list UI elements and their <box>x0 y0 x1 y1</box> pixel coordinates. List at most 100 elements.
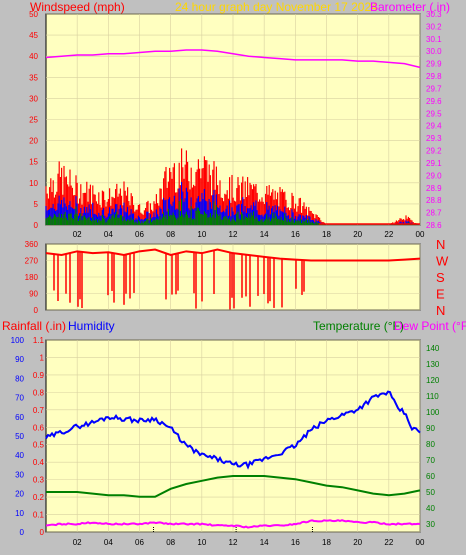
tick-label: 50 <box>426 488 435 497</box>
tick-label: 1.1 <box>33 336 45 345</box>
tick-label: 180 <box>25 273 39 282</box>
tick-label: 140 <box>426 344 440 353</box>
tick-label: 0.8 <box>33 388 45 397</box>
tick-label: 45 <box>29 31 38 40</box>
humidity-y-axis: 0 10 20 30 40 50 60 70 80 90 100 <box>11 336 25 537</box>
tick-label: 20 <box>29 137 38 146</box>
tick-label: 130 <box>426 360 440 369</box>
tick-label: 28.8 <box>426 196 442 205</box>
compass-n-label: N <box>436 237 445 252</box>
tick-label: 14 <box>260 538 269 547</box>
tick-label: 29.7 <box>426 84 442 93</box>
tick-label: 15 <box>29 158 38 167</box>
compass-w-label: W <box>436 254 449 269</box>
direction-y-axis: 0 90 180 270 360 <box>25 240 39 315</box>
tick-label: 60 <box>15 413 24 422</box>
tick-label: 0 <box>20 528 25 537</box>
rainfall-label: Rainfall (.in) <box>2 319 66 333</box>
temperature-y-axis: 30 40 50 60 70 80 90 100 110 120 130 140 <box>426 344 440 529</box>
barometer-label: Barometer (.in) <box>370 0 450 14</box>
tick-label: 60 <box>426 472 435 481</box>
tick-label: 02 <box>73 538 82 547</box>
dewpoint-label: Dew Point (°F) <box>394 319 466 333</box>
tick-label: 29.1 <box>426 159 442 168</box>
tick-label: 28.7 <box>426 209 442 218</box>
wind-y-axis: 0 5 10 15 20 25 30 35 40 45 50 <box>29 10 38 230</box>
tick-label: 29.3 <box>426 134 442 143</box>
tick-label: 35 <box>29 73 38 82</box>
tick-label: 110 <box>426 392 439 401</box>
temperature-label: Temperature (°F) <box>313 319 404 333</box>
tick-label: 0 <box>34 306 39 315</box>
tick-label: 29.8 <box>426 72 442 81</box>
tick-label: 40 <box>426 504 435 513</box>
tick-label: 0.1 <box>33 511 45 520</box>
temperature-line <box>46 475 421 498</box>
wind-series <box>45 148 420 225</box>
tick-label: 29.0 <box>426 171 442 180</box>
tick-label: 0.9 <box>33 371 45 380</box>
tick-label: 90 <box>426 424 435 433</box>
tick-label: 04 <box>104 230 113 239</box>
rainfall-series <box>153 526 313 532</box>
tick-label: 06 <box>135 538 144 547</box>
tick-label: 5 <box>34 200 39 209</box>
tick-label: 22 <box>384 230 393 239</box>
tick-label: 29.6 <box>426 97 442 106</box>
tick-label: 40 <box>15 451 24 460</box>
tick-label: 30.3 <box>426 10 442 19</box>
tick-label: 29.2 <box>426 147 442 156</box>
tick-label: 90 <box>29 290 38 299</box>
tick-label: 00 <box>416 538 425 547</box>
tick-label: 16 <box>291 538 300 547</box>
tick-label: 80 <box>15 374 24 383</box>
tick-label: 10 <box>197 230 206 239</box>
temp-x-axis: 02 04 06 08 10 12 14 16 18 20 22 00 <box>73 538 425 547</box>
tick-label: 40 <box>29 52 38 61</box>
tick-label: 28.9 <box>426 184 442 193</box>
wind-direction-line <box>45 248 421 262</box>
tick-label: 0.6 <box>33 423 45 432</box>
direction-spikes <box>53 250 305 310</box>
tick-label: 20 <box>353 538 362 547</box>
tick-label: 1 <box>40 353 45 362</box>
tick-label: 0.2 <box>33 493 45 502</box>
tick-label: 0 <box>40 528 45 537</box>
tick-label: 80 <box>426 440 435 449</box>
tick-label: 25 <box>29 116 38 125</box>
tick-label: 30 <box>426 520 435 529</box>
tick-label: 02 <box>73 230 82 239</box>
tick-label: 00 <box>416 230 425 239</box>
tick-label: 22 <box>384 538 393 547</box>
tick-label: 29.5 <box>426 109 442 118</box>
tick-label: 100 <box>11 336 25 345</box>
tick-label: 50 <box>29 10 38 19</box>
rainfall-y-axis: 0 0.1 0.2 0.3 0.4 0.5 0.6 0.7 0.8 0.9 1 1.1 <box>33 336 45 537</box>
tick-label: 08 <box>166 538 175 547</box>
tick-label: 270 <box>25 257 39 266</box>
tick-label: 30.0 <box>426 47 442 56</box>
tick-label: 70 <box>15 394 24 403</box>
tick-label: 30 <box>29 94 38 103</box>
tick-label: 04 <box>104 538 113 547</box>
tick-label: 30.1 <box>426 35 442 44</box>
tick-label: 0.5 <box>33 441 45 450</box>
tick-label: 10 <box>197 538 206 547</box>
tick-label: 28.6 <box>426 221 442 230</box>
compass-s-label: S <box>436 270 445 285</box>
tick-label: 18 <box>322 538 331 547</box>
windspeed-label: Windspeed (mph) <box>30 0 125 14</box>
tick-label: 10 <box>15 509 24 518</box>
tick-label: 29.9 <box>426 60 442 69</box>
tick-label: 360 <box>25 240 39 249</box>
tick-label: 14 <box>260 230 269 239</box>
humidity-label: Humidity <box>68 319 115 333</box>
tick-label: 0.4 <box>33 458 45 467</box>
tick-label: 08 <box>166 230 175 239</box>
tick-label: 20 <box>15 490 24 499</box>
tick-label: 0.3 <box>33 476 45 485</box>
tick-label: 90 <box>15 355 24 364</box>
tick-label: 30 <box>15 470 24 479</box>
